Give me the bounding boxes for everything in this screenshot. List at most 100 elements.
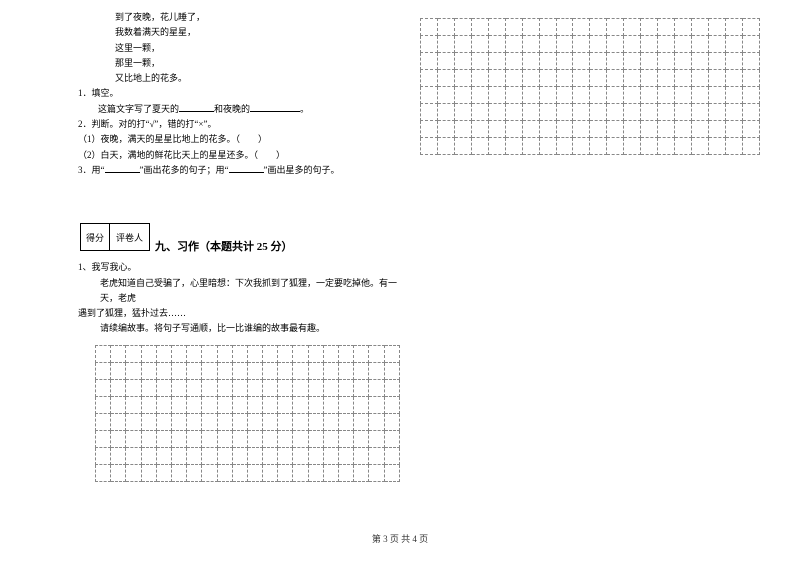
grid-cell: [421, 53, 438, 70]
grid-cell: [708, 87, 725, 104]
grid-cell: [126, 345, 141, 362]
grid-cell: [187, 430, 202, 447]
grid-cell: [278, 396, 293, 413]
grid-cell: [675, 104, 692, 121]
left-column: 到了夜晚，花儿睡了， 我数着满天的星星， 这里一颗， 那里一颗， 又比地上的花多…: [40, 10, 400, 482]
grid-cell: [232, 413, 247, 430]
grid-cell: [725, 19, 742, 36]
grid-cell: [607, 36, 624, 53]
grid-cell: [369, 362, 384, 379]
grid-cell: [217, 345, 232, 362]
blank: [229, 163, 264, 173]
grid-cell: [171, 345, 186, 362]
grid-cell: [725, 87, 742, 104]
grid-cell: [156, 447, 171, 464]
grid-cell: [384, 396, 399, 413]
grid-cell: [437, 121, 454, 138]
grid-cell: [263, 413, 278, 430]
grid-cell: [141, 345, 156, 362]
grid-cell: [505, 104, 522, 121]
grid-cell: [384, 430, 399, 447]
left-writing-grid: [95, 345, 400, 482]
grid-cell: [725, 121, 742, 138]
grid-cell: [692, 138, 709, 155]
grid-cell: [369, 464, 384, 481]
grid-cell: [202, 447, 217, 464]
blank: [179, 102, 214, 112]
grid-cell: [323, 362, 338, 379]
grid-cell: [522, 36, 539, 53]
grid-cell: [708, 138, 725, 155]
grid-cell: [742, 121, 759, 138]
grid-cell: [202, 413, 217, 430]
grid-cell: [293, 447, 308, 464]
grid-cell: [354, 447, 369, 464]
grid-cell: [156, 396, 171, 413]
grid-cell: [539, 138, 556, 155]
grid-cell: [725, 138, 742, 155]
grid-cell: [556, 70, 573, 87]
grid-cell: [187, 396, 202, 413]
grid-cell: [522, 87, 539, 104]
grid-cell: [384, 362, 399, 379]
grid-cell: [539, 70, 556, 87]
grid-cell: [488, 36, 505, 53]
grid-cell: [421, 121, 438, 138]
grid-cell: [339, 447, 354, 464]
grid-cell: [624, 138, 641, 155]
grid-cell: [742, 138, 759, 155]
grid-cell: [384, 413, 399, 430]
grid-cell: [339, 345, 354, 362]
grid-cell: [539, 36, 556, 53]
grid-cell: [232, 447, 247, 464]
grid-cell: [658, 70, 675, 87]
grid-cell: [126, 413, 141, 430]
grid-cell: [590, 121, 607, 138]
grid-cell: [471, 53, 488, 70]
grid-cell: [323, 413, 338, 430]
grid-cell: [454, 87, 471, 104]
grid-cell: [590, 53, 607, 70]
grid-cell: [539, 53, 556, 70]
grid-cell: [675, 53, 692, 70]
grid-cell: [217, 464, 232, 481]
section-9-title: 九、习作（本题共计 25 分）: [155, 238, 400, 254]
grid-cell: [111, 345, 126, 362]
grid-cell: [308, 430, 323, 447]
grid-cell: [624, 36, 641, 53]
grid-cell: [590, 104, 607, 121]
grid-cell: [156, 345, 171, 362]
grid-cell: [742, 87, 759, 104]
q1-text: 这篇文字写了夏天的和夜晚的。: [98, 102, 400, 117]
grid-cell: [658, 121, 675, 138]
grid-cell: [354, 396, 369, 413]
grid-cell: [658, 36, 675, 53]
grid-cell: [437, 138, 454, 155]
grid-cell: [522, 121, 539, 138]
grid-cell: [278, 379, 293, 396]
grid-cell: [339, 362, 354, 379]
grid-cell: [354, 379, 369, 396]
grid-cell: [522, 104, 539, 121]
grid-cell: [658, 53, 675, 70]
grid-cell: [156, 379, 171, 396]
grid-cell: [263, 430, 278, 447]
grid-cell: [675, 36, 692, 53]
grid-cell: [607, 121, 624, 138]
grid-cell: [293, 413, 308, 430]
grid-cell: [641, 53, 658, 70]
grid-cell: [354, 464, 369, 481]
grid-cell: [539, 121, 556, 138]
grid-cell: [725, 104, 742, 121]
grid-cell: [590, 138, 607, 155]
right-column: [420, 10, 760, 482]
grid-cell: [126, 447, 141, 464]
grid-cell: [96, 396, 111, 413]
grid-cell: [247, 345, 262, 362]
grid-cell: [171, 379, 186, 396]
grid-cell: [573, 70, 590, 87]
grid-cell: [278, 464, 293, 481]
blank: [105, 163, 140, 173]
grid-cell: [708, 70, 725, 87]
q2-num: 2．判断。对的打“√”，错的打“×”。: [78, 117, 400, 132]
